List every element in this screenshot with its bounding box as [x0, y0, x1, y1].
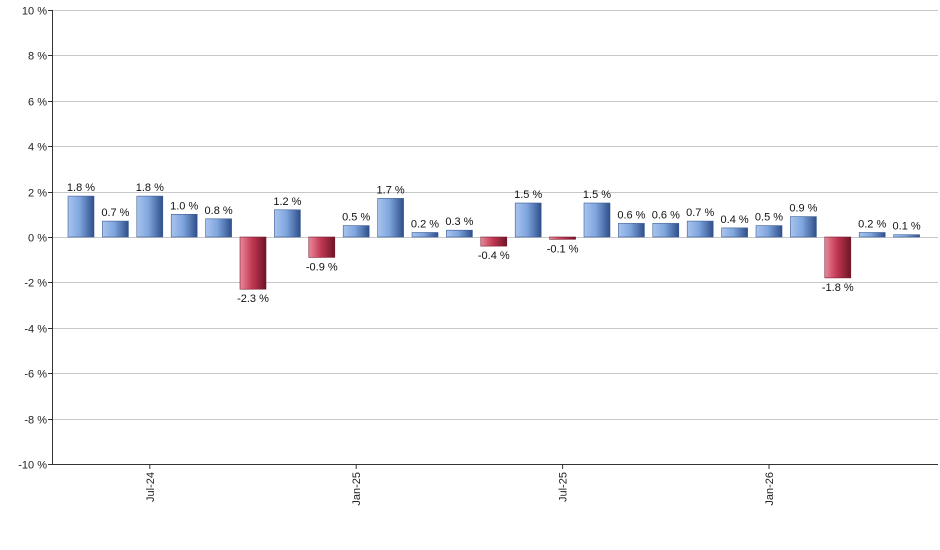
data-label: 0.7 %: [101, 207, 129, 219]
y-tick-label: -8 %: [24, 415, 47, 427]
y-tick-label: -4 %: [24, 324, 47, 336]
bar: [858, 232, 886, 238]
data-label: 0.1 %: [893, 221, 921, 233]
data-label: 0.7 %: [686, 207, 714, 219]
y-tick-label: -6 %: [24, 369, 47, 381]
y-tick-label: 4 %: [28, 142, 47, 154]
y-tick-label: 2 %: [28, 188, 47, 200]
bar: [170, 214, 198, 238]
bar: [652, 223, 680, 238]
data-label: 0.2 %: [411, 219, 439, 231]
bar: [514, 202, 542, 238]
data-label: -0.4 %: [478, 250, 510, 262]
data-label: 0.6 %: [617, 209, 645, 221]
bar: [274, 209, 301, 238]
bar: [205, 218, 232, 238]
data-label: 0.3 %: [445, 216, 473, 228]
data-label: 1.5 %: [583, 189, 611, 201]
bar: [755, 225, 783, 238]
bar: [102, 220, 129, 238]
data-label: 1.2 %: [273, 196, 301, 208]
data-label: 1.0 %: [170, 200, 198, 212]
x-tick-label: Jul-24: [145, 472, 157, 502]
data-label: 0.4 %: [721, 214, 749, 226]
bar: [342, 225, 370, 238]
y-tick-label: -2 %: [24, 278, 47, 290]
bar: [377, 198, 404, 238]
data-label: 0.8 %: [205, 205, 233, 217]
bar: [446, 229, 473, 238]
y-tick-label: 6 %: [28, 97, 47, 109]
x-tick-label: Jan-26: [764, 472, 776, 506]
data-label: 0.6 %: [652, 209, 680, 221]
x-tick-label: Jan-25: [351, 472, 363, 506]
y-tick-label: 10 %: [22, 6, 47, 18]
bar: [824, 236, 852, 279]
bar: [721, 227, 748, 238]
data-label: -0.9 %: [306, 261, 338, 273]
y-tick-label: 0 %: [28, 233, 47, 245]
bar: [136, 195, 164, 238]
y-tick-label: -10 %: [18, 460, 47, 472]
y-tick-label: 8 %: [28, 51, 47, 63]
data-label: 0.9 %: [789, 203, 817, 215]
axes: [52, 10, 938, 465]
data-label: 1.8 %: [136, 182, 164, 194]
data-label: 1.7 %: [377, 184, 405, 196]
bar: [790, 216, 817, 238]
y-axis-tick-labels: 10 % 8 % 6 % 4 % 2 % 0 % -2 % -4 % -6 % -8 % -10 %: [18, 6, 47, 472]
data-label: -2.3 %: [237, 293, 269, 305]
bars: [67, 195, 920, 290]
bar: [583, 202, 611, 238]
bar: [411, 232, 439, 238]
bar: [308, 236, 336, 258]
x-tick-label: Jul-25: [558, 472, 570, 502]
bar: [67, 195, 95, 238]
data-label: 1.8 %: [67, 182, 95, 194]
x-axis-tick-labels: Jul-24 Jan-25 Jul-25 Jan-26: [145, 464, 776, 506]
data-label: 0.5 %: [755, 212, 783, 224]
bar: [480, 236, 508, 247]
data-label: 0.5 %: [342, 212, 370, 224]
bar: [618, 223, 645, 238]
bar: [686, 220, 714, 238]
data-label: -1.8 %: [822, 282, 854, 294]
data-label: 1.5 %: [514, 189, 542, 201]
bar: [893, 234, 920, 238]
data-label: 0.2 %: [858, 219, 886, 231]
bar: [239, 236, 267, 290]
data-label: -0.1 %: [547, 243, 579, 255]
bar: [549, 236, 576, 240]
data-labels: 1.8 % 0.7 % 1.8 % 1.0 % 0.8 % -2.3 % 1.2 % -0.9…: [67, 182, 921, 305]
